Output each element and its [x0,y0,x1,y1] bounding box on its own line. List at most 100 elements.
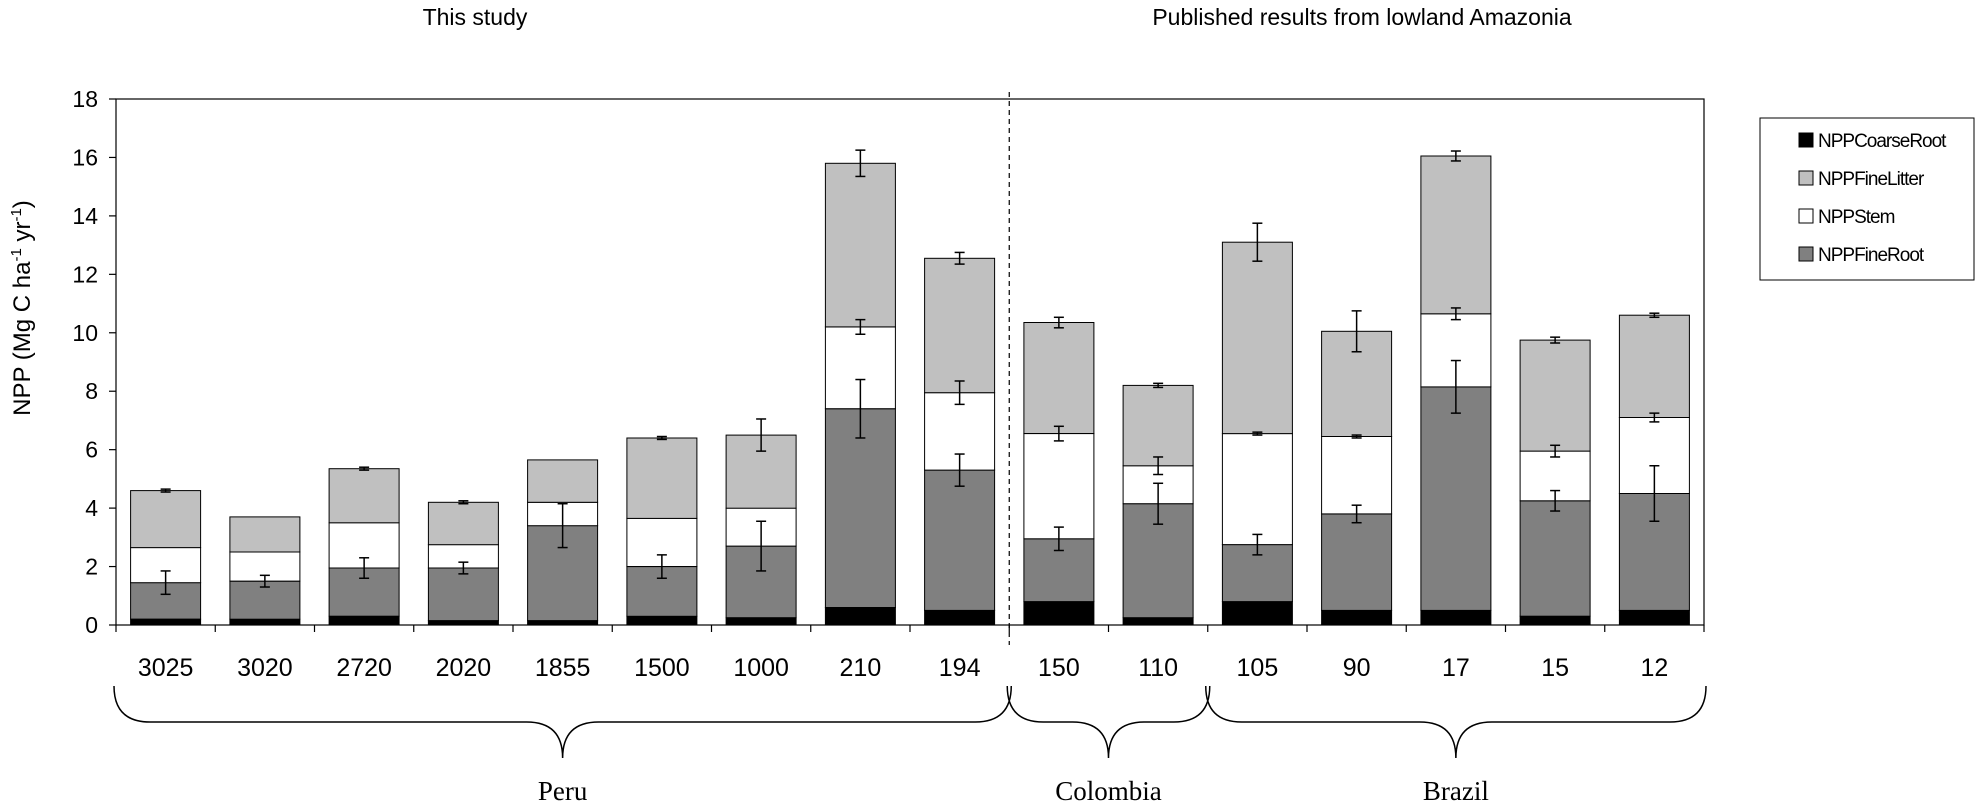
section-title-published-results: Published results from lowland Amazonia [1152,4,1572,30]
y-tick-label-2: 2 [85,554,98,580]
error-bar-nppfinelitter-1500 [656,435,667,441]
x-tick-label-90: 90 [1343,654,1371,682]
error-bar-nppfineroot-12 [1649,464,1660,523]
bar-nppcoarseroot-2720 [328,615,400,626]
error-bar-nppfineroot-17 [1450,359,1461,414]
x-tick-label-15: 15 [1541,654,1569,682]
legend-swatch-nppfinelitter [1798,170,1814,186]
error-bar-nppfinelitter-110 [1153,382,1164,389]
error-bar-nppstem-210 [855,318,866,335]
bar-nppcoarseroot-12 [1618,609,1690,626]
bar-nppfinelitter-17 [1420,155,1492,315]
bar-nppfinelitter-3025 [130,490,202,549]
error-bar-nppstem-150 [1053,425,1064,442]
x-tick-label-3020: 3020 [237,654,293,682]
legend: NPPCoarseRoot NPPFineLitter NPPStem NPPFine… [1759,117,1975,281]
bar-nppcoarseroot-15 [1519,615,1591,626]
regions-layer: Peru Colombia Brazil [113,685,1707,806]
error-bar-nppstem-15 [1550,444,1561,458]
error-bar-nppfineroot-1855 [557,502,568,549]
x-tick-label-110: 110 [1138,654,1178,682]
error-bar-nppfinelitter-1000 [756,418,767,452]
x-tick-label-1855: 1855 [535,654,591,682]
error-bar-nppfineroot-2020 [458,561,469,575]
legend-swatch-nppcoarseroot [1798,132,1814,148]
error-bar-nppfinelitter-150 [1053,316,1064,329]
bar-nppfinelitter-1500 [626,437,698,519]
legend-swatch-nppfineroot [1798,246,1814,262]
bar-nppfineroot-15 [1519,500,1591,617]
y-axis-label-main: NPP (Mg C ha [9,261,36,416]
error-bar-nppfineroot-150 [1053,526,1064,552]
error-bar-nppfineroot-15 [1550,489,1561,512]
error-bar-nppstem-90 [1351,434,1362,439]
error-bar-nppfineroot-1500 [656,554,667,579]
bar-nppcoarseroot-1855 [527,620,599,626]
x-tick-label-150: 150 [1038,654,1080,682]
error-bar-nppstem-12 [1649,412,1660,423]
y-tick-label-0: 0 [85,612,98,638]
error-bar-nppfinelitter-194 [954,251,965,265]
bar-nppstem-105 [1221,433,1293,546]
bar-nppfineroot-194 [924,469,996,611]
section-title-this-study: This study [423,4,528,30]
x-tick-label-1000: 1000 [733,654,789,682]
bar-nppcoarseroot-17 [1420,609,1492,626]
legend-box [1759,117,1975,281]
bar-nppcoarseroot-194 [924,609,996,626]
bar-nppfineroot-90 [1321,513,1393,611]
error-bar-nppfinelitter-12 [1649,312,1660,319]
legend-label-nppcoarseroot: NPPCoarseRoot [1818,131,1947,152]
bar-nppcoarseroot-90 [1321,609,1393,626]
error-bar-nppfineroot-2720 [359,557,370,579]
x-tick-label-1500: 1500 [634,654,690,682]
bar-nppfinelitter-3020 [229,516,301,553]
bar-nppstem-150 [1023,433,1095,540]
error-bar-nppstem-194 [954,380,965,406]
bar-nppfinelitter-2020 [427,501,499,546]
error-bar-nppfinelitter-90 [1351,310,1362,353]
error-bar-nppfinelitter-17 [1450,150,1461,162]
y-axis-label-end: ) [9,200,36,208]
region-brace-brazil [1205,685,1707,759]
bar-nppcoarseroot-210 [824,607,896,626]
x-tick-label-3025: 3025 [138,654,194,682]
error-bar-nppstem-17 [1450,307,1461,321]
bar-nppcoarseroot-2020 [427,620,499,626]
axes-layer: 0 2 4 6 8 10 12 14 16 18 3025 3020 2720 2020 1855 1500 1… [72,86,1705,682]
bar-nppfineroot-2020 [427,567,499,622]
error-bar-nppstem-110 [1153,456,1164,476]
region-label-brazil: Brazil [1423,776,1489,806]
error-bar-nppfinelitter-3025 [160,488,171,493]
bar-nppcoarseroot-3025 [130,618,202,626]
y-tick-label-14: 14 [72,203,98,229]
y-tick-label-4: 4 [85,495,98,521]
error-bar-nppfineroot-210 [855,378,866,439]
bar-nppfinelitter-1855 [527,459,599,503]
legend-label-nppfinelitter: NPPFineLitter [1818,169,1925,190]
bar-nppstem-90 [1321,436,1393,515]
x-tick-label-12: 12 [1640,654,1668,682]
error-bar-nppfinelitter-2720 [359,466,370,471]
x-tick-label-105: 105 [1237,654,1279,682]
x-tick-label-17: 17 [1442,654,1470,682]
error-bars-layer [160,149,1660,596]
error-bar-nppfineroot-3020 [259,574,270,588]
bar-nppfinelitter-105 [1221,241,1293,435]
error-bar-nppfineroot-194 [954,453,965,487]
y-axis-label: NPP (Mg C ha-1 yr-1) [8,200,36,416]
bar-nppcoarseroot-3020 [229,618,301,626]
error-bar-nppstem-105 [1252,431,1263,436]
bar-nppfineroot-17 [1420,386,1492,611]
x-tick-label-210: 210 [840,654,882,682]
bar-nppfinelitter-12 [1618,314,1690,419]
y-tick-label-12: 12 [72,261,98,287]
region-brace-colombia [1006,685,1211,759]
bar-nppcoarseroot-1000 [725,617,797,626]
bar-nppfinelitter-110 [1122,384,1194,467]
bar-nppfinelitter-150 [1023,322,1095,434]
region-brace-peru [113,685,1012,759]
region-label-colombia: Colombia [1055,776,1162,806]
bar-nppcoarseroot-110 [1122,617,1194,626]
